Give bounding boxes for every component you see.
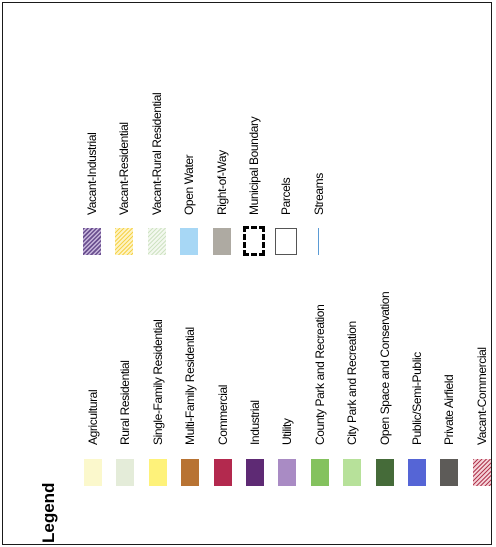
legend-item-label: Utility [280,418,294,445]
public-semi-public-swatch [408,459,426,486]
legend-item-label: City Park and Recreation [345,321,359,445]
parcels-outline-icon [275,228,297,255]
vacant-residential-hatch-swatch [115,228,133,255]
open-water-swatch [180,228,198,255]
vacant-commercial-hatch-swatch [473,459,491,486]
open-space-swatch [376,459,394,486]
legend-item-label: Vacant-Rural Residential [150,92,164,215]
private-airfield-swatch [440,459,458,486]
legend-item-label: Industrial [248,400,262,445]
legend-item-label: Multi-Family Residential [183,327,197,445]
vacant-rural-residential-hatch-swatch [148,228,166,255]
legend-item-label: Private Airfield [442,374,456,445]
legend-item-label: Vacant-Industrial [85,132,99,215]
legend-item-label: Vacant-Residential [117,122,131,215]
legend-item-label: Agricultural [86,389,100,445]
legend-item-label: Public/Semi-Public [410,352,424,445]
municipal-boundary-dashed-icon [243,226,265,256]
legend-item-label: Vacant-Commercial [475,347,489,445]
legend-item-label: Open Water [182,154,196,215]
agricultural-swatch [84,459,102,486]
utility-swatch [278,459,296,486]
single-family-residential-swatch [149,459,167,486]
city-park-swatch [343,459,361,486]
vacant-industrial-hatch-swatch [83,228,101,255]
commercial-swatch [214,459,232,486]
county-park-swatch [311,459,329,486]
legend-item-label: County Park and Recreation [313,304,327,445]
legend-item-label: Rural Residential [118,360,132,445]
stream-line-icon [318,228,319,255]
right-of-way-swatch [213,228,231,255]
legend-item-label: Municipal Boundary [247,116,261,215]
legend-item-label: Parcels [279,177,293,215]
legend-title: Legend [39,482,58,543]
rural-residential-swatch [116,459,134,486]
legend-item-label: Commercial [216,384,230,445]
legend-item-label: Streams [312,173,326,215]
multi-family-residential-swatch [181,459,199,486]
legend-item-label: Single-Family Residential [151,319,165,445]
legend-item-label: Open Space and Conservation [378,291,392,445]
legend-item-label: Right-of-Way [215,150,229,215]
industrial-swatch [246,459,264,486]
